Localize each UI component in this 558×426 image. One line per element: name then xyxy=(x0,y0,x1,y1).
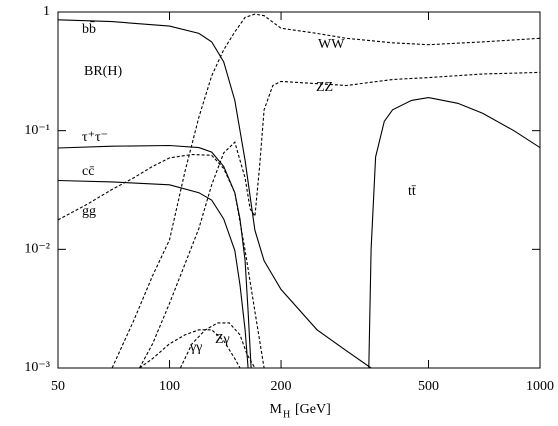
series-line xyxy=(179,322,256,368)
series-line xyxy=(58,19,372,368)
series-line xyxy=(58,179,249,368)
y-tick-label: 1 xyxy=(43,4,50,19)
x-tick-label: 500 xyxy=(418,379,439,394)
series-line xyxy=(58,144,252,368)
x-tick-label: 200 xyxy=(271,379,292,394)
x-axis-label-unit: [GeV] xyxy=(295,402,331,417)
series-label: Zγ xyxy=(215,332,230,347)
series-label: cc̄ xyxy=(82,164,95,179)
series-line xyxy=(139,329,241,368)
series-label: ZZ xyxy=(316,80,333,95)
plot-area xyxy=(58,13,540,368)
annotation: BR(H) xyxy=(84,64,122,79)
y-tick-label: 10⁻² xyxy=(24,242,50,257)
series-line xyxy=(368,97,540,368)
series-label: WW xyxy=(318,37,345,52)
series-line xyxy=(58,153,265,368)
x-axis-label: M xyxy=(270,402,283,417)
series-label: γγ xyxy=(189,340,202,355)
x-tick-label: 50 xyxy=(51,379,65,394)
series-label: τ⁺τ⁻ xyxy=(82,130,108,145)
series-label: tt̄ xyxy=(408,184,417,199)
series-line xyxy=(111,13,540,368)
y-tick-label: 10⁻³ xyxy=(24,360,50,375)
x-tick-label: 1000 xyxy=(526,379,554,394)
series-label: bb̄ xyxy=(82,21,96,37)
x-tick-label: 100 xyxy=(159,379,180,394)
y-tick-label: 10⁻¹ xyxy=(24,123,50,138)
series-label: gg xyxy=(82,204,96,219)
series-line xyxy=(139,71,540,368)
x-axis-label-sub: H xyxy=(283,409,290,420)
plot-frame xyxy=(57,11,541,369)
